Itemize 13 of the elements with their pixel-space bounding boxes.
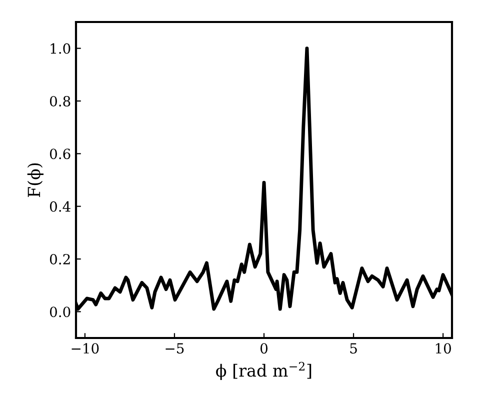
x-tick-label: 10 xyxy=(436,343,451,354)
x-tick-label: −5 xyxy=(166,343,184,354)
x-tick-label: 5 xyxy=(350,343,357,354)
y-tick-label: 0.4 xyxy=(50,201,70,212)
x-tick-label: 0 xyxy=(260,343,268,354)
y-tick-label: 0.2 xyxy=(50,254,70,264)
x-tick-label: −10 xyxy=(72,343,99,354)
y-tick-label: 0.8 xyxy=(50,96,70,106)
y-tick-label: 0.0 xyxy=(50,306,70,318)
y-tick-label: 1.0 xyxy=(50,43,70,54)
y-axis-title: F(ϕ) xyxy=(27,163,44,198)
x-axis-title: ϕ [rad m$^{−2}$] xyxy=(216,362,312,380)
y-tick-label: 0.6 xyxy=(50,148,70,160)
